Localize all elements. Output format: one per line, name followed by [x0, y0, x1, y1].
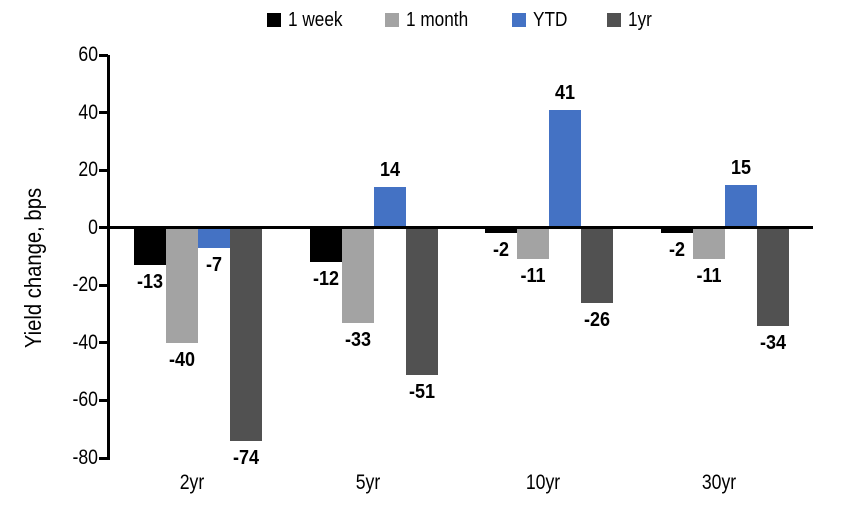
bar-YTD-5yr [373, 187, 406, 227]
bar-1-month-5yr [341, 229, 374, 323]
bar-1-week-30yr [661, 229, 694, 234]
value-label-YTD-2yr: -7 [205, 253, 222, 276]
bar-1yr-2yr [229, 229, 262, 441]
y-axis-tick-label: 0 [88, 215, 98, 239]
bar-YTD-10yr [549, 109, 582, 227]
legend-swatch-1-month [385, 13, 400, 27]
bar-1yr-30yr [757, 229, 790, 326]
y-axis-tick-label: 20 [78, 158, 98, 182]
bar-1yr-5yr [405, 229, 438, 375]
y-axis-tick [99, 456, 108, 460]
value-label-YTD-5yr: 14 [379, 159, 400, 182]
bar-YTD-2yr [197, 229, 230, 248]
bar-1yr-10yr [581, 229, 614, 303]
bar-1-week-10yr [485, 229, 518, 234]
value-label-1-month-10yr: -11 [520, 265, 546, 288]
category-label-2yr: 2yr [179, 471, 205, 494]
value-label-1-week-5yr: -12 [312, 268, 339, 291]
value-label-1yr-10yr: -26 [584, 308, 611, 331]
value-label-1-month-2yr: -40 [168, 348, 195, 371]
bar-1-month-30yr [693, 229, 726, 260]
legend-swatch-1-week [266, 13, 281, 27]
legend-swatch-1yr [607, 13, 622, 27]
y-axis-tick [99, 168, 108, 172]
value-label-1-month-30yr: -11 [696, 265, 722, 288]
chart-legend: 1 week 1 month YTD 1yr [110, 8, 813, 32]
y-axis-tick [99, 398, 108, 402]
y-axis-tick [99, 226, 108, 230]
y-axis-line [107, 55, 110, 460]
bar-1-week-2yr [133, 229, 166, 266]
value-label-YTD-30yr: 15 [731, 156, 752, 179]
y-axis-tick-label: -80 [72, 446, 98, 469]
legend-label-1-week: 1 week [287, 9, 343, 31]
legend-label-1yr: 1yr [628, 9, 653, 31]
legend-label-1-month: 1 month [406, 9, 469, 31]
value-label-1-week-2yr: -13 [136, 271, 163, 294]
category-label-5yr: 5yr [355, 471, 380, 494]
y-axis-tick [99, 283, 108, 287]
y-axis-tick-label: 40 [78, 100, 98, 124]
bar-1-month-10yr [517, 229, 550, 260]
value-label-1-week-30yr: -2 [669, 239, 686, 262]
bar-YTD-30yr [725, 184, 758, 227]
y-axis-tick [99, 53, 108, 57]
value-label-YTD-10yr: 41 [555, 81, 576, 104]
value-label-1-month-5yr: -33 [344, 328, 371, 351]
legend-item-1-week: 1 week [266, 8, 351, 32]
bar-1-month-2yr [165, 229, 198, 343]
legend-label-ytd: YTD [533, 9, 568, 31]
y-axis-tick-label: -60 [72, 388, 98, 412]
legend-swatch-ytd [512, 13, 527, 27]
value-label-1yr-5yr: -51 [408, 380, 435, 403]
legend-item-1yr: 1yr [607, 8, 656, 32]
category-label-10yr: 10yr [526, 471, 561, 494]
value-label-1yr-2yr: -74 [232, 446, 259, 469]
y-axis-tick-label: -20 [72, 273, 98, 297]
bar-1-week-5yr [309, 229, 342, 263]
y-axis-tick [99, 341, 108, 345]
y-axis-tick [99, 111, 108, 115]
legend-item-1-month: 1 month [385, 8, 478, 32]
category-label-30yr: 30yr [701, 471, 737, 494]
value-label-1yr-30yr: -34 [760, 331, 787, 354]
legend-item-ytd: YTD [512, 8, 573, 32]
y-axis-tick-label: -40 [72, 330, 98, 354]
x-axis-line [110, 226, 813, 230]
y-axis-tick-label: 60 [78, 43, 98, 66]
value-label-1-week-10yr: -2 [493, 239, 510, 262]
